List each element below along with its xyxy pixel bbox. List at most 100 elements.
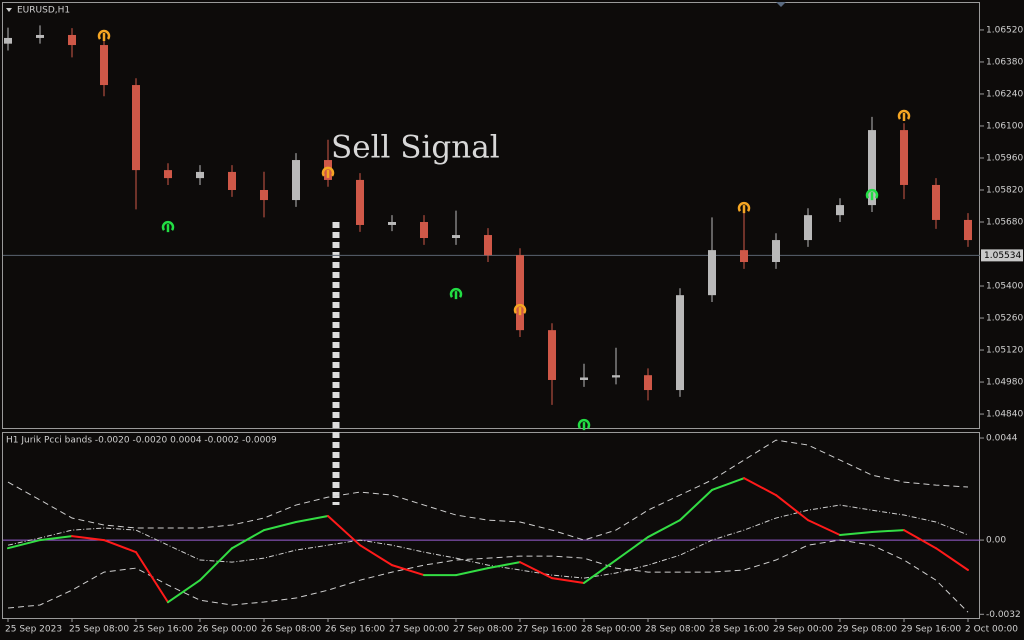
candle-body — [4, 37, 12, 44]
pcci-segment — [391, 564, 425, 577]
shift-marker — [776, 2, 786, 7]
pcci-segment — [487, 561, 521, 570]
indicator-title: H1 Jurik Pcci bands -0.0020 -0.0020 0.00… — [6, 436, 277, 446]
y-tick-label: 1.06240 — [986, 89, 1023, 99]
pcci-segment — [295, 514, 329, 523]
pcci-segment — [647, 519, 681, 539]
annotation: Sell Signal — [331, 130, 500, 166]
y-tick-label: 1.06520 — [986, 25, 1023, 35]
x-tick-label: 29 Sep 16:00 — [901, 625, 961, 635]
buy-signal — [161, 220, 175, 233]
pcci-segment — [807, 519, 841, 536]
candle-body — [548, 330, 556, 380]
candle-body — [580, 377, 588, 380]
sell-signal — [513, 303, 527, 316]
x-tick-label: 27 Sep 00:00 — [389, 625, 449, 635]
pcci-segment — [615, 536, 649, 562]
y-tick-label: -0.0032 — [986, 610, 1021, 620]
candle-body — [836, 205, 844, 216]
candle-body — [260, 189, 268, 201]
candle-body — [804, 215, 812, 241]
pcci-segment — [583, 559, 617, 584]
x-tick-label: 28 Sep 08:00 — [645, 625, 705, 635]
buy-signal — [449, 287, 463, 300]
candle-body — [612, 375, 620, 378]
pcci-segment — [455, 567, 489, 577]
candle-body — [100, 45, 108, 86]
sell-signal — [321, 166, 335, 178]
x-tick-label: 25 Sep 2023 — [5, 625, 62, 635]
pcci-segment — [711, 477, 745, 491]
pcci-segment — [39, 535, 73, 542]
price-panel-frame — [2, 2, 980, 429]
band-line — [7, 539, 969, 613]
pcci-segment — [135, 551, 169, 604]
pcci-segment — [167, 579, 201, 604]
candle-body — [964, 219, 972, 241]
candle-body — [196, 171, 204, 179]
pcci-segment — [263, 520, 297, 532]
x-tick-label: 25 Sep 16:00 — [133, 625, 193, 635]
candle-body — [900, 130, 908, 185]
y-tick-label: 1.04980 — [986, 378, 1023, 388]
x-tick-label: 27 Sep 16:00 — [517, 625, 577, 635]
y-tick-label: 1.06100 — [986, 121, 1023, 131]
pcci-segment — [7, 539, 41, 550]
menu-arrow[interactable] — [6, 8, 12, 12]
pcci-segment — [551, 577, 585, 584]
pcci-segment — [231, 529, 265, 550]
pcci-segment — [679, 488, 713, 522]
pcci-segment — [519, 561, 553, 580]
x-tick-label: 28 Sep 00:00 — [581, 625, 641, 635]
pcci-segment — [71, 535, 105, 542]
candle-body — [516, 255, 524, 331]
pcci-segment — [903, 529, 937, 550]
y-tick-label: 1.05260 — [986, 314, 1023, 324]
candle-body — [132, 85, 140, 171]
current-price-box — [981, 249, 1023, 262]
pcci-segment — [359, 544, 393, 567]
symbol-label: EURUSD,H1 — [17, 6, 70, 16]
sell-signal — [97, 29, 111, 41]
candle-body — [740, 250, 748, 263]
band-line — [7, 439, 969, 541]
y-tick-label: 1.06380 — [986, 57, 1023, 67]
x-tick-label: 26 Sep 08:00 — [261, 625, 321, 635]
candle-body — [36, 34, 44, 38]
candle-body — [868, 130, 876, 206]
y-tick-label: 1.05120 — [986, 346, 1023, 356]
candle-body — [292, 160, 300, 201]
pcci-segment — [935, 547, 969, 571]
pcci-segment — [871, 529, 905, 533]
x-tick-label: 29 Sep 08:00 — [837, 625, 897, 635]
candle-body — [932, 184, 940, 220]
pcci-segment — [327, 514, 361, 547]
sell-signal — [897, 109, 911, 122]
candle-body — [388, 222, 396, 225]
candle-body — [452, 235, 460, 239]
candle-body — [420, 222, 428, 239]
y-tick-label: 1.05960 — [986, 153, 1023, 163]
x-tick-label: 25 Sep 08:00 — [69, 625, 129, 635]
sell-signal — [737, 201, 751, 214]
candle-body — [772, 240, 780, 263]
current-price-label: 1.05534 — [984, 251, 1021, 261]
band-line — [7, 504, 969, 579]
candle-body — [676, 295, 684, 391]
x-tick-label: 29 Sep 00:00 — [773, 625, 833, 635]
y-tick-label: 1.04840 — [986, 410, 1023, 420]
candle-body — [164, 170, 172, 179]
pcci-segment — [199, 547, 233, 582]
y-tick-label: 1.05820 — [986, 185, 1023, 195]
x-tick-label: 2 Oct 00:00 — [965, 625, 1018, 635]
candle-body — [644, 375, 652, 391]
x-tick-label: 26 Sep 16:00 — [325, 625, 385, 635]
y-tick-label: 1.05400 — [986, 282, 1023, 292]
candle-body — [356, 179, 364, 225]
candle-body — [228, 171, 236, 190]
buy-signal — [865, 188, 879, 201]
y-tick-label: 0.00 — [986, 536, 1006, 546]
x-tick-label: 26 Sep 00:00 — [197, 625, 257, 635]
